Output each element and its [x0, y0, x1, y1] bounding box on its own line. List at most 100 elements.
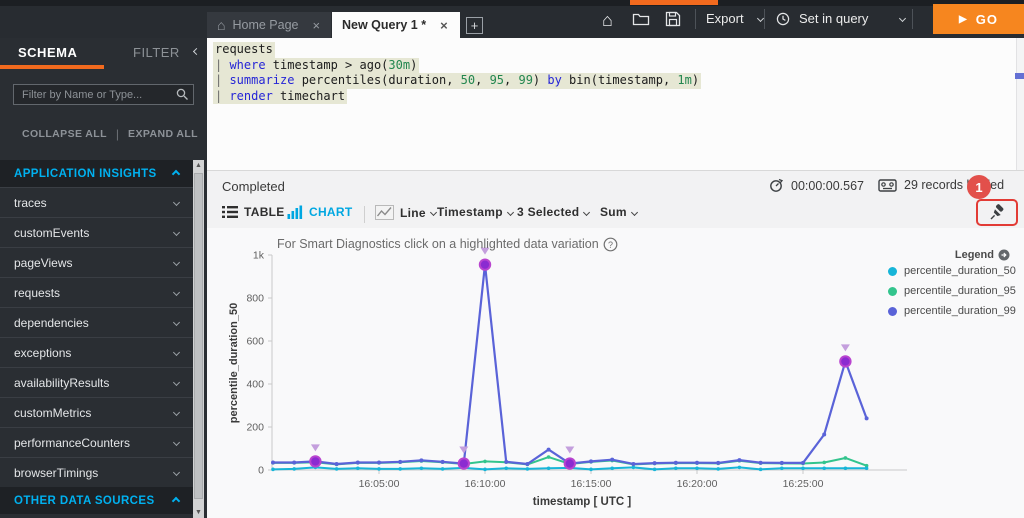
sidebar-item-customEvents[interactable]: customEvents [0, 217, 193, 247]
chevron-down-icon [173, 229, 180, 236]
tab-schema[interactable]: SCHEMA [18, 45, 77, 60]
timer-icon [769, 178, 784, 193]
query-line[interactable]: | summarize percentiles(duration, 50, 95… [207, 73, 1024, 89]
results-toolbar: TABLE CHART Line Timestamp [207, 200, 1024, 228]
legend-item-percentile_duration_50[interactable]: percentile_duration_50 [852, 261, 1012, 281]
info-icon[interactable]: ? [603, 237, 618, 252]
tab-filter[interactable]: FILTER [133, 45, 180, 60]
new-tab-button[interactable]: + [466, 17, 483, 34]
sidebar-scrollbar[interactable]: ▲ ▼ [193, 160, 204, 518]
editor-scrollbar-thumb[interactable] [1015, 73, 1024, 79]
open-query-button[interactable] [632, 11, 650, 26]
legend-item-percentile_duration_99[interactable]: percentile_duration_99 [852, 301, 1012, 321]
svg-text:1k: 1k [253, 250, 265, 262]
query-text: requests| where timestamp > ago(30m)| su… [207, 38, 1024, 104]
home-button[interactable]: ⌂ [602, 10, 613, 31]
sidebar-item-browserTimings[interactable]: browserTimings [0, 457, 193, 487]
series-color-dot [888, 267, 897, 276]
sidebar-item-exceptions[interactable]: exceptions [0, 337, 193, 367]
table-view-label: TABLE [244, 205, 285, 219]
chevron-down-icon [899, 15, 906, 22]
section-label: OTHER DATA SOURCES [14, 495, 155, 507]
chevron-down-icon [173, 289, 180, 296]
table-name: customMetrics [14, 406, 91, 420]
svg-text:16:05:00: 16:05:00 [359, 478, 400, 490]
collapse-expand-links: COLLAPSE ALL | EXPAND ALL [22, 127, 198, 141]
table-view-button[interactable]: TABLE [222, 205, 285, 219]
tab-label: New Query 1 * [342, 18, 426, 32]
time-range-dropdown[interactable]: Set in query [776, 11, 905, 26]
top-strip-accent [630, 0, 718, 5]
records-icon [878, 179, 897, 192]
schema-section-header[interactable]: OTHER DATA SOURCES [0, 487, 193, 514]
table-name: requests [14, 286, 60, 300]
save-query-button[interactable] [665, 11, 681, 27]
legend-settings-icon [998, 249, 1010, 261]
legend-header[interactable]: Legend [852, 249, 1012, 261]
badge-number: 1 [975, 180, 982, 195]
chevron-down-icon [583, 208, 590, 215]
chart-title: For Smart Diagnostics click on a highlig… [277, 237, 599, 251]
table-name: traces [14, 196, 47, 210]
tab-new-query[interactable]: New Query 1 * × [332, 12, 460, 38]
sidebar-item-dependencies[interactable]: dependencies [0, 307, 193, 337]
sidebar-item-requests[interactable]: requests [0, 277, 193, 307]
series-name: percentile_duration_95 [904, 285, 1016, 297]
chevron-down-icon [173, 379, 180, 386]
search-icon [176, 88, 189, 101]
close-icon[interactable]: × [440, 19, 448, 32]
table-name: performanceCounters [14, 436, 130, 450]
chart-view-button[interactable]: CHART [287, 205, 353, 219]
query-line[interactable]: | where timestamp > ago(30m) [207, 58, 1024, 74]
chart-legend: Legend percentile_duration_50percentile_… [852, 249, 1012, 321]
tab-home-page[interactable]: ⌂ Home Page × [207, 12, 331, 38]
chevron-down-icon [757, 15, 764, 22]
aggregation-label: Sum [600, 205, 627, 219]
collapse-section-icon [172, 496, 180, 504]
query-line[interactable]: requests [207, 42, 1024, 58]
table-name: browserTimings [14, 466, 98, 480]
legend-item-percentile_duration_95[interactable]: percentile_duration_95 [852, 281, 1012, 301]
sidebar-item-availabilityResults[interactable]: availabilityResults [0, 367, 193, 397]
collapse-sidebar-icon[interactable] [193, 48, 200, 55]
schema-search-input[interactable] [13, 84, 194, 105]
expand-all-link[interactable]: EXPAND ALL [128, 128, 198, 140]
sidebar-item-performanceCounters[interactable]: performanceCounters [0, 427, 193, 457]
svg-text:16:10:00: 16:10:00 [465, 478, 506, 490]
go-button[interactable]: ▶ GO [933, 4, 1024, 34]
schema-section-header[interactable]: APPLICATION INSIGHTS [0, 160, 193, 187]
collapse-all-link[interactable]: COLLAPSE ALL [22, 128, 107, 140]
scroll-down-icon[interactable]: ▼ [193, 507, 204, 518]
close-icon[interactable]: × [312, 19, 320, 32]
chart-type-dropdown[interactable]: Line [375, 205, 436, 220]
table-icon [222, 205, 238, 219]
x-axis-dropdown[interactable]: Timestamp [437, 205, 513, 219]
home-icon: ⌂ [217, 17, 225, 33]
time-range-label: Set in query [799, 11, 868, 26]
editor-scrollbar[interactable] [1016, 38, 1024, 170]
x-axis-label: Timestamp [437, 205, 503, 219]
table-name: dependencies [14, 316, 89, 330]
home-icon: ⌂ [602, 10, 613, 31]
series-dropdown[interactable]: 3 Selected [517, 205, 589, 219]
pin-to-dashboard-button[interactable] [988, 204, 1006, 222]
svg-text:16:25:00: 16:25:00 [783, 478, 824, 490]
aggregation-dropdown[interactable]: Sum [600, 205, 637, 219]
sidebar-item-customMetrics[interactable]: customMetrics [0, 397, 193, 427]
chevron-down-icon [173, 319, 180, 326]
sidebar-item-traces[interactable]: traces [0, 187, 193, 217]
scrollbar-thumb[interactable] [194, 173, 203, 499]
svg-text:timestamp [ UTC ]: timestamp [ UTC ] [533, 496, 632, 508]
query-line[interactable]: | render timechart [207, 89, 1024, 105]
query-editor[interactable]: requests| where timestamp > ago(30m)| su… [207, 38, 1024, 170]
divider [912, 9, 913, 29]
series-name: percentile_duration_50 [904, 265, 1016, 277]
results-status-bar: Completed 00:00:00.567 29 records loaded [207, 170, 1024, 200]
scroll-up-icon[interactable]: ▲ [193, 160, 204, 171]
active-tab-underline [0, 65, 104, 69]
clock-icon [776, 12, 790, 26]
sidebar-item-pageViews[interactable]: pageViews [0, 247, 193, 277]
series-color-dot [888, 287, 897, 296]
save-icon [665, 11, 681, 27]
export-dropdown[interactable]: Export [706, 11, 763, 26]
